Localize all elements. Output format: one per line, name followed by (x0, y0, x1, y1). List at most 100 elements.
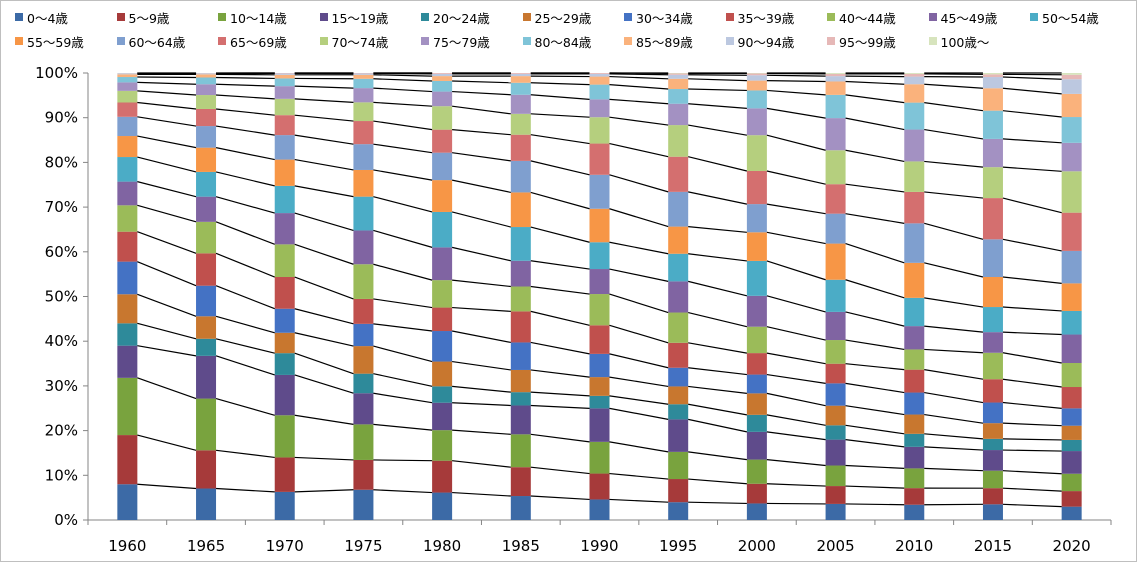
series-line (924, 160, 984, 168)
bar-segment (904, 349, 925, 370)
series-line (688, 78, 747, 82)
series-line (530, 191, 590, 210)
bar-segment (196, 253, 217, 286)
bar-segment (1061, 142, 1082, 172)
legend-item: 95～99歳 (827, 33, 896, 50)
series-line (373, 229, 433, 248)
bar-segment (432, 80, 453, 92)
legend-swatch (15, 13, 23, 21)
bar-segment (353, 424, 374, 460)
bar-segment (904, 102, 925, 130)
bar-segment (904, 191, 925, 224)
bar-segment (825, 425, 846, 440)
series-line (137, 116, 197, 127)
series-line (1002, 76, 1062, 80)
series-line (530, 134, 590, 145)
bar-segment (589, 99, 610, 118)
series-line (137, 204, 197, 223)
series-line (530, 495, 590, 501)
legend-swatch (928, 37, 937, 45)
bar-segment (1061, 387, 1082, 409)
bar-segment (825, 503, 846, 520)
bar-segment (668, 502, 689, 520)
bar-segment (353, 196, 374, 231)
legend-label: 25～29歳 (534, 10, 592, 26)
bar-segment (982, 77, 1003, 89)
series-line (373, 169, 433, 181)
legend-label: 45～49歳 (940, 10, 998, 26)
bar-segment (432, 73, 453, 74)
series-line (452, 279, 511, 288)
bar-segment (589, 269, 610, 295)
x-tick-label: 1960 (108, 537, 146, 555)
bar-segment (982, 470, 1003, 489)
series-line (215, 449, 275, 459)
series-line (294, 276, 354, 300)
legend-swatch (827, 13, 835, 21)
bar-segment (746, 80, 767, 91)
series-line (845, 279, 905, 299)
bar-segment (668, 156, 689, 192)
series-line (609, 441, 669, 453)
series-line (215, 355, 275, 376)
bar-segment (117, 77, 138, 83)
bar-segment (825, 118, 846, 151)
bar-segment (432, 460, 453, 493)
series-line (452, 129, 511, 136)
series-line (1002, 401, 1062, 409)
series-line (766, 326, 826, 341)
series-line (137, 377, 197, 400)
legend-label: 80～84歳 (534, 34, 592, 50)
bar-segment (746, 170, 767, 205)
bar-segment (668, 103, 689, 126)
series-line (373, 196, 433, 213)
series-line (294, 414, 354, 425)
bar-segment (510, 94, 531, 114)
bar-segment (746, 393, 767, 415)
series-line (1002, 487, 1062, 492)
series-line (530, 160, 590, 176)
bar-segment (274, 73, 295, 75)
series-line (766, 260, 826, 281)
bar-segment (825, 383, 846, 406)
series-line (530, 226, 590, 243)
series-line (137, 231, 197, 254)
bar-segment (117, 74, 138, 78)
series-line (1002, 422, 1062, 427)
series-line (845, 94, 905, 104)
bar-segment (589, 325, 610, 354)
bar-segment (589, 73, 610, 74)
series-line (294, 98, 354, 103)
series-line (215, 94, 275, 100)
bar-segment (825, 279, 846, 312)
series-line (845, 485, 905, 489)
bar-segment (510, 260, 531, 287)
legend-swatch (319, 13, 328, 21)
series-line (924, 446, 983, 451)
bar-segment (117, 377, 138, 436)
bar-segment (274, 98, 295, 116)
series-line (766, 170, 826, 185)
bar-segment (904, 414, 925, 434)
y-tick-label: 50% (45, 288, 78, 306)
bar-segment (432, 180, 453, 212)
bar-segment (746, 90, 767, 109)
bar-segment (510, 192, 531, 228)
bar-segment (982, 504, 1003, 520)
series-line (688, 403, 747, 416)
bar-segment (274, 491, 295, 520)
series-line (688, 253, 747, 262)
bar-segment (274, 185, 295, 214)
series-line (1002, 352, 1062, 364)
series-line (452, 90, 511, 96)
series-line (688, 311, 748, 328)
bar-segment (353, 346, 374, 374)
series-line (216, 83, 275, 87)
bar-segment (904, 392, 925, 415)
bar-segment (746, 135, 767, 171)
bar-segment (196, 171, 217, 197)
legend-swatch (725, 37, 734, 45)
bar-segment (1061, 79, 1082, 94)
bar-segment (353, 393, 374, 425)
legend-swatch (116, 13, 125, 21)
